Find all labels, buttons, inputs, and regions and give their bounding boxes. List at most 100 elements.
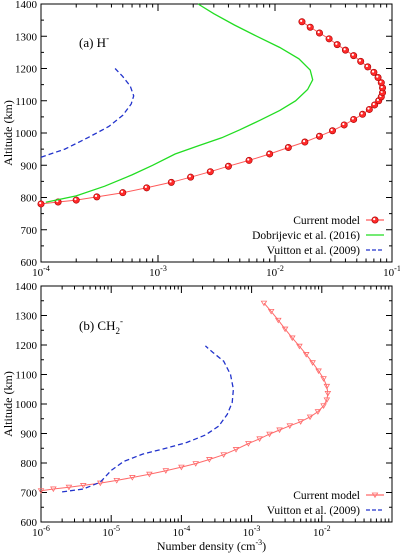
x-tick-label: 10-2 <box>313 524 331 539</box>
data-point-highlight <box>330 128 333 131</box>
data-point <box>359 110 367 118</box>
x-tick-label: 10-4 <box>32 264 50 279</box>
data-point <box>129 475 136 481</box>
x-tick-label: 10-4 <box>173 524 191 539</box>
x-axis-title: Number density (cm-3) <box>157 538 266 553</box>
data-point <box>245 156 253 164</box>
series-0 <box>37 18 387 208</box>
data-point <box>232 447 240 453</box>
data-point-highlight <box>308 25 311 28</box>
data-point-highlight <box>335 42 338 45</box>
data-point-marker <box>340 121 348 129</box>
data-point-highlight <box>302 140 306 143</box>
data-point-highlight <box>226 164 229 167</box>
x-tick-label: 10-6 <box>32 524 50 539</box>
data-point <box>284 144 292 152</box>
y-axis-title: Altitude (km) <box>1 100 15 166</box>
data-point-marker <box>364 63 372 71</box>
legend-item: Current model <box>293 215 384 227</box>
data-point-highlight <box>317 31 320 34</box>
x-tick-label: 10-5 <box>102 524 120 539</box>
data-point-marker <box>301 138 309 146</box>
legend-item: Vuitton et al. (2009) <box>267 245 384 257</box>
data-point <box>37 200 45 208</box>
data-point <box>297 419 304 425</box>
legend-item: Current model <box>293 490 384 502</box>
data-point <box>301 138 309 146</box>
data-point-marker <box>119 189 127 197</box>
data-point-highlight <box>267 151 270 155</box>
data-point <box>289 335 296 342</box>
y-tick-label: 800 <box>21 193 38 205</box>
data-point <box>315 29 323 37</box>
data-point-marker <box>357 57 365 65</box>
legend-label: Current model <box>293 490 360 502</box>
data-point <box>274 317 282 324</box>
data-point-highlight <box>188 175 191 178</box>
data-point-highlight <box>351 53 354 56</box>
data-point <box>224 162 232 170</box>
legend-label: Vuitton et al. (2009) <box>267 245 360 257</box>
data-point <box>320 403 327 409</box>
data-point <box>377 79 385 87</box>
y-tick-label: 1000 <box>15 399 38 411</box>
data-point-marker <box>37 200 45 208</box>
data-point-marker <box>306 23 314 31</box>
data-point-highlight <box>358 59 361 62</box>
data-point <box>324 390 332 397</box>
data-point <box>50 486 57 493</box>
data-point <box>325 35 333 43</box>
series-2 <box>40 68 135 158</box>
y-tick-label: 1200 <box>15 64 38 76</box>
data-point <box>306 414 314 421</box>
y-tick-label: 900 <box>21 429 38 441</box>
y-tick-label: 600 <box>21 257 38 269</box>
data-point <box>187 173 195 181</box>
data-point <box>302 352 310 358</box>
data-point-highlight <box>144 185 147 189</box>
series-1 <box>62 345 235 493</box>
y-tick-label: 1200 <box>15 340 38 352</box>
data-point-highlight <box>365 64 369 68</box>
data-point-highlight <box>247 158 250 161</box>
data-point <box>365 105 373 113</box>
data-point <box>266 150 274 158</box>
data-point-marker <box>315 132 323 140</box>
data-point <box>281 326 289 333</box>
legend-marker-highlight <box>373 218 376 221</box>
legend-item: Dobrijevic et al. (2016) <box>252 230 384 242</box>
data-point <box>323 397 331 404</box>
panel-a: 600 700 800 900 1000 1100 1200 1300 1400 10-4 10-3… <box>1 0 400 279</box>
data-point <box>315 368 322 375</box>
data-point <box>143 184 151 192</box>
data-point <box>374 74 382 82</box>
data-point <box>328 127 336 135</box>
data-point <box>340 121 348 129</box>
data-point <box>245 441 252 447</box>
data-point <box>119 189 127 197</box>
data-point <box>306 23 314 31</box>
data-point <box>309 360 316 366</box>
data-point <box>256 436 263 442</box>
data-point <box>206 457 213 463</box>
data-point-highlight <box>327 36 330 40</box>
data-point <box>333 41 341 49</box>
data-point-marker <box>224 162 232 170</box>
y-tick-label: 800 <box>21 458 38 470</box>
data-point <box>323 383 331 390</box>
x-tick-label: 10-1 <box>383 264 400 279</box>
y-tick-label: 1400 <box>15 0 38 11</box>
data-point <box>286 423 294 430</box>
data-point-highlight <box>380 85 383 89</box>
data-point-marker <box>359 110 367 118</box>
legend-item: Vuitton et al. (2009) <box>267 505 384 517</box>
data-point <box>320 376 327 382</box>
data-point <box>72 196 80 204</box>
data-point <box>266 431 273 438</box>
y-tick-label: 900 <box>21 160 38 172</box>
data-point <box>79 483 87 489</box>
y-axis-title: Altitude (km) <box>1 371 15 437</box>
data-point <box>341 46 349 54</box>
data-point-highlight <box>169 180 172 183</box>
data-point <box>260 300 268 307</box>
